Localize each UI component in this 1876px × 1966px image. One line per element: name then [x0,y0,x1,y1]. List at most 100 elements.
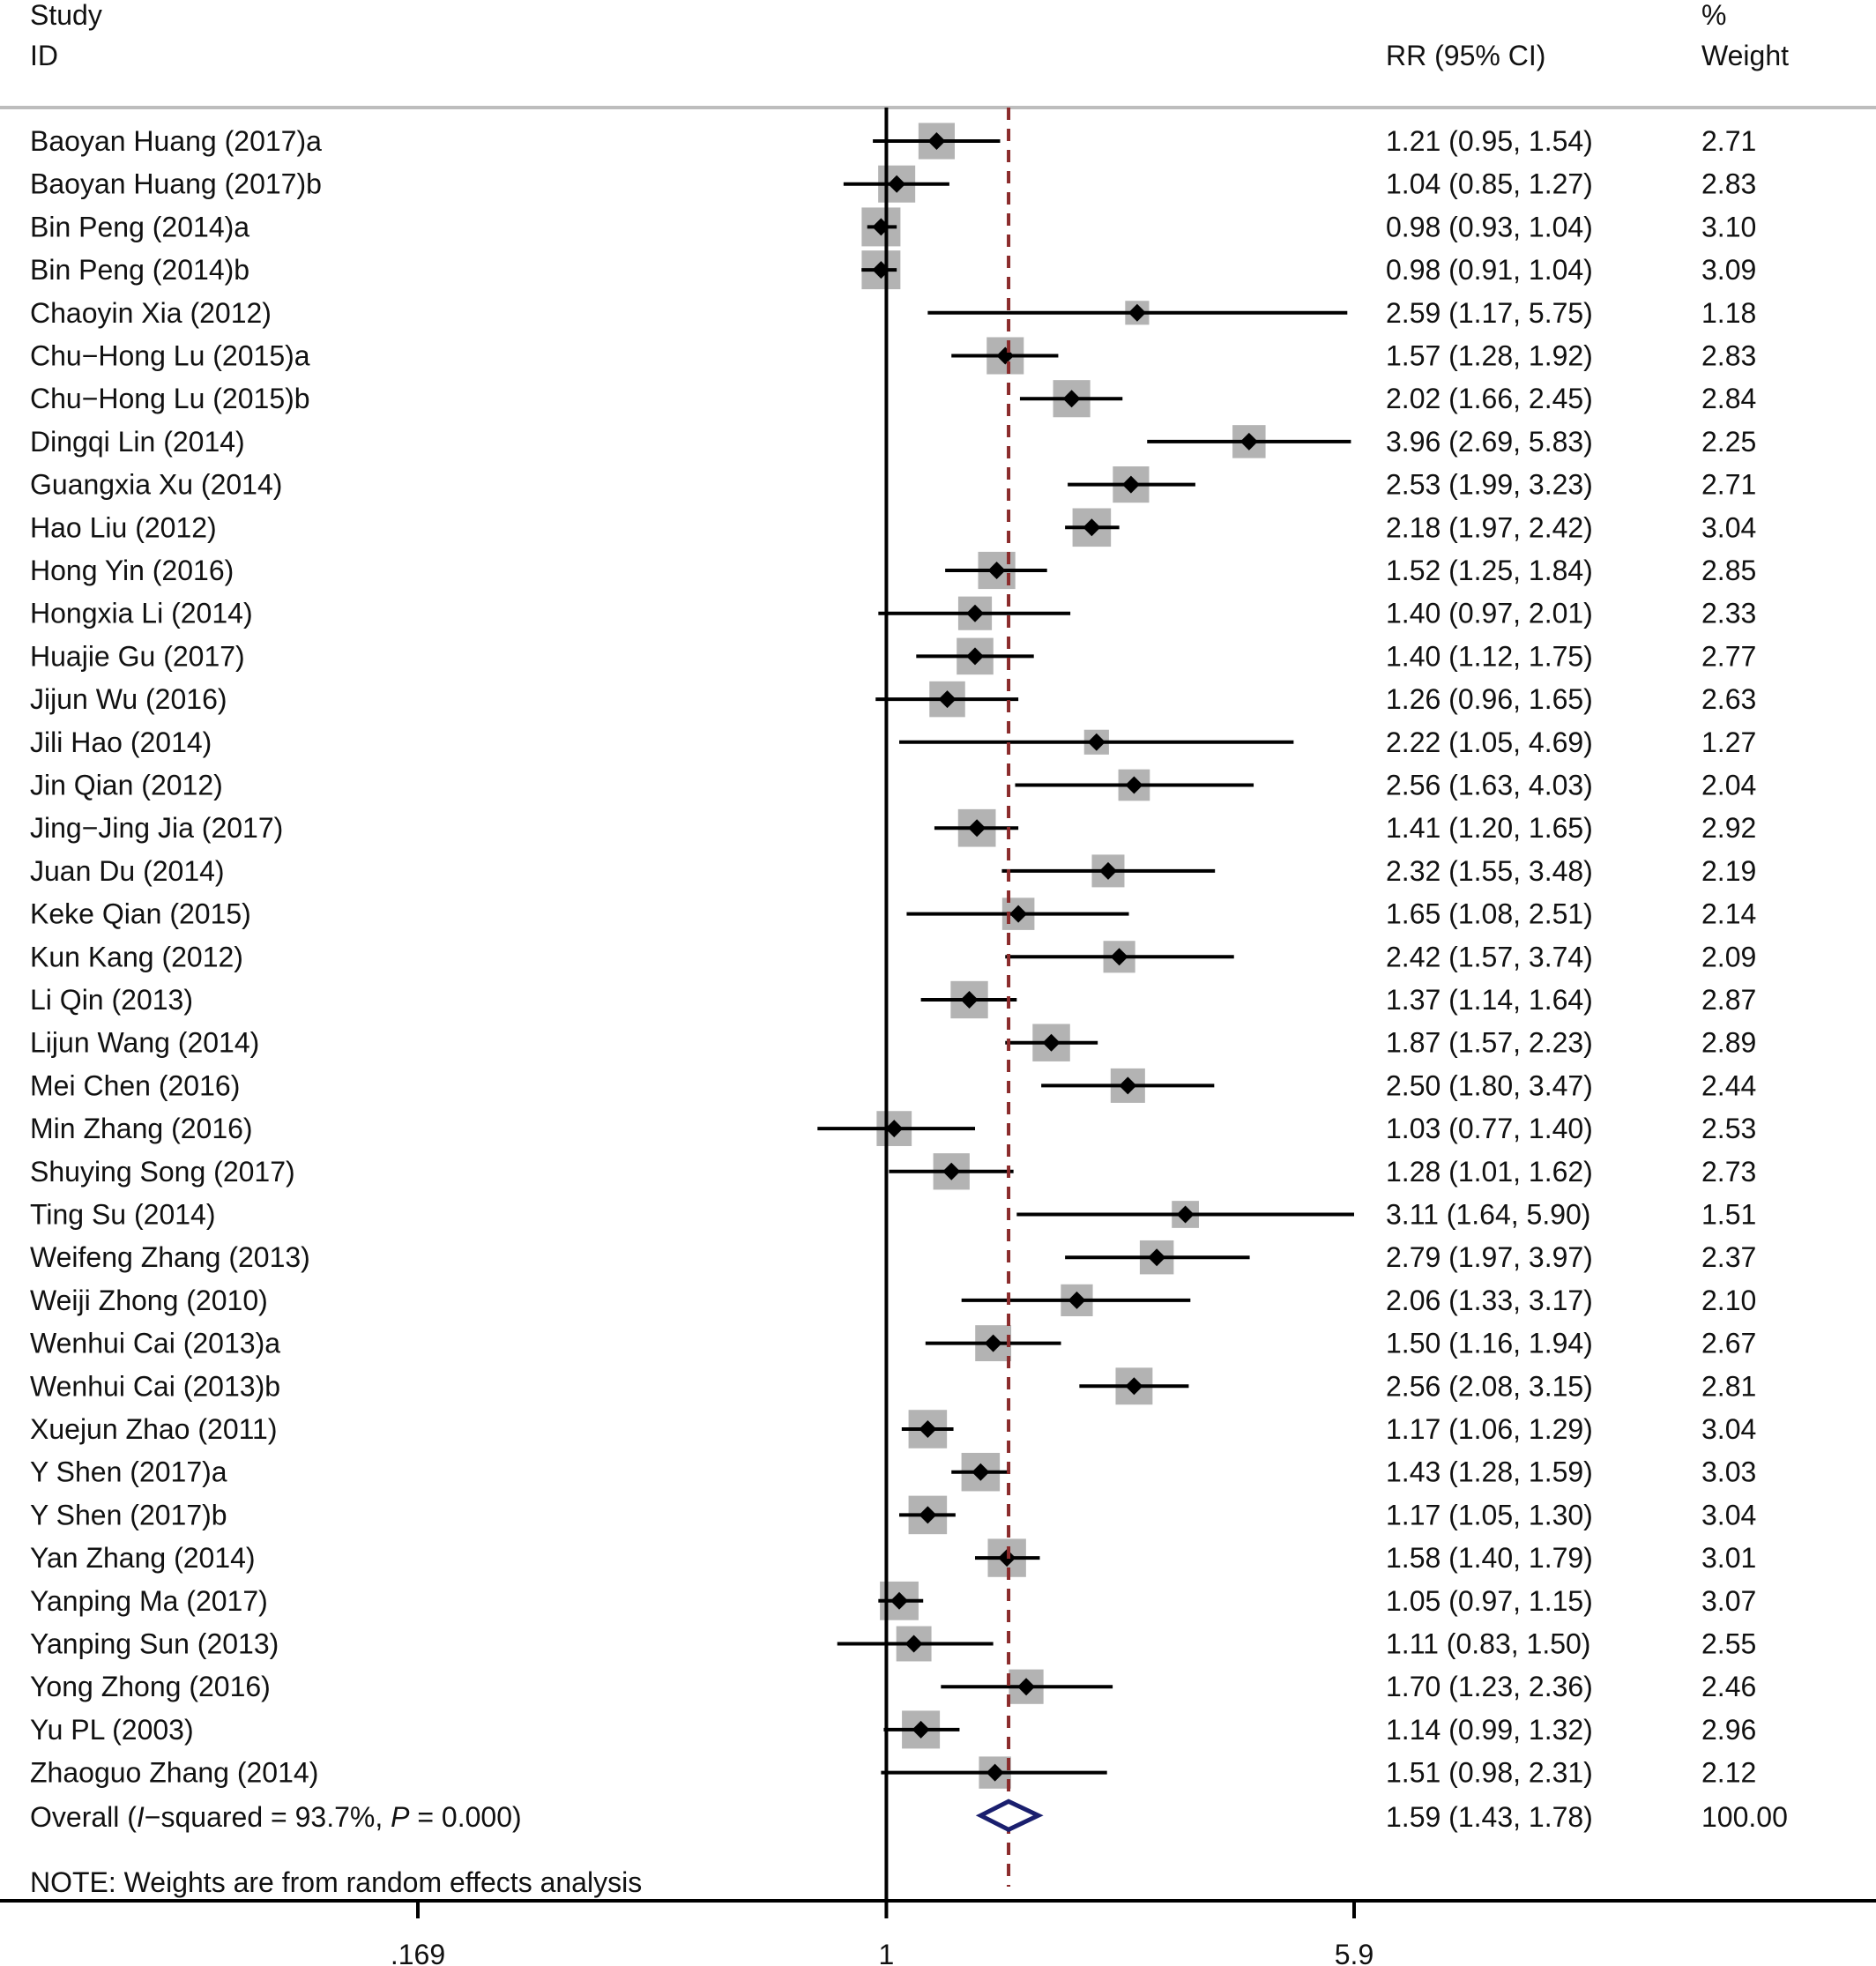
study-weight: 2.92 [1701,812,1756,844]
study-ci-text: 1.03 (0.77, 1.40) [1386,1113,1593,1144]
study-point [966,604,985,622]
x-axis: .169 1 5.9 [391,1901,1374,1966]
study-weight: 2.53 [1701,1113,1756,1144]
overall-label-prefix: Overall ( [30,1801,137,1833]
study-ci-text: 1.37 (1.14, 1.64) [1386,984,1593,1016]
study-weight: 3.10 [1701,211,1756,242]
study-weight: 2.83 [1701,168,1756,200]
study-label: Jing−Jing Jia (2017) [30,812,283,844]
study-weight: 2.37 [1701,1241,1756,1273]
study-point [919,1506,937,1524]
study-ci-text: 0.98 (0.91, 1.04) [1386,254,1593,286]
study-ci-text: 1.21 (0.95, 1.54) [1386,125,1593,157]
study-weight: 3.04 [1701,1499,1756,1530]
study-weight: 2.46 [1701,1671,1756,1702]
study-label: Jin Qian (2012) [30,770,223,801]
study-point [987,562,1006,579]
study-point [927,132,946,150]
study-weight: 2.55 [1701,1628,1756,1660]
study-ci-text: 1.70 (1.23, 2.36) [1386,1671,1593,1702]
study-label: Chu−Hong Lu (2015)b [30,383,310,414]
study-point [1062,390,1081,408]
forest-marks: Baoyan Huang (2017)a 1.21 (0.95, 1.54) 2.7… [30,108,1756,1901]
x-tick-label: 1 [879,1939,895,1966]
study-label: Kun Kang (2012) [30,941,243,972]
study-point [986,1763,1004,1782]
study-label: Yanping Ma (2017) [30,1585,268,1617]
study-weight: 2.96 [1701,1714,1756,1746]
study-ci-text: 1.28 (1.01, 1.62) [1386,1156,1593,1188]
study-ci-text: 1.11 (0.83, 1.50) [1386,1628,1590,1660]
study-label: Jijun Wu (2016) [30,683,227,715]
weights-note: NOTE: Weights are from random effects an… [30,1866,642,1898]
study-ci-text: 1.41 (1.20, 1.65) [1386,812,1593,844]
overall-weight: 100.00 [1701,1801,1788,1833]
study-point [1128,303,1146,322]
study-weight: 3.04 [1701,511,1756,543]
study-weight: 2.12 [1701,1757,1756,1789]
study-label: Li Qin (2013) [30,984,193,1016]
study-label: Chu−Hong Lu (2015)a [30,340,310,372]
study-weight: 2.84 [1701,383,1756,414]
study-label: Wenhui Cai (2013)a [30,1328,280,1359]
header-study: Study [30,0,102,31]
overall-diamond [975,1798,1044,1833]
study-weight: 2.19 [1701,855,1756,887]
study-label: Ting Su (2014) [30,1199,215,1231]
study-label: Min Zhang (2016) [30,1113,253,1144]
header-id: ID [30,40,58,71]
study-weight: 2.71 [1701,469,1756,501]
study-label: Mei Chen (2016) [30,1069,240,1101]
overall-i-symbol: I [137,1801,145,1833]
study-label: Lijun Wang (2014) [30,1027,259,1059]
study-label: Hong Yin (2016) [30,555,234,586]
study-label: Zhaoguo Zhang (2014) [30,1757,318,1789]
study-point [1017,1678,1036,1696]
overall-ci-text: 1.59 (1.43, 1.78) [1386,1801,1593,1833]
study-label: Y Shen (2017)a [30,1456,227,1488]
study-label: Huajie Gu (2017) [30,640,245,672]
study-point [966,647,985,666]
study-label: Baoyan Huang (2017)b [30,168,322,200]
study-weight: 3.04 [1701,1413,1756,1445]
study-ci-text: 1.26 (0.96, 1.65) [1386,683,1593,715]
study-ci-text: 1.40 (0.97, 2.01) [1386,598,1593,629]
study-weight: 3.07 [1701,1585,1756,1617]
study-point [968,819,986,838]
study-label: Yanping Sun (2013) [30,1628,279,1660]
study-label: Hao Liu (2012) [30,511,217,543]
study-label: Yu PL (2003) [30,1714,194,1746]
study-point [942,1162,961,1180]
study-weight: 2.71 [1701,125,1756,157]
study-point [904,1635,923,1653]
study-ci-text: 1.58 (1.40, 1.79) [1386,1542,1593,1574]
study-label: Hongxia Li (2014) [30,598,253,629]
study-point [1121,475,1140,494]
study-weight: 3.01 [1701,1542,1756,1574]
study-weight: 2.77 [1701,640,1756,672]
study-ci-text: 3.96 (2.69, 5.83) [1386,426,1593,458]
study-weight: 3.09 [1701,254,1756,286]
study-weight: 2.09 [1701,941,1756,972]
study-ci-text: 1.04 (0.85, 1.27) [1386,168,1593,200]
study-point [1125,1377,1143,1396]
study-point [885,1120,904,1138]
study-ci-text: 2.59 (1.17, 5.75) [1386,297,1593,329]
study-point [1148,1248,1166,1267]
study-point [1068,1291,1086,1309]
study-weight: 3.03 [1701,1456,1756,1488]
study-label: Yan Zhang (2014) [30,1542,256,1574]
study-point [1087,733,1106,751]
study-point [938,690,957,709]
study-point [1098,861,1117,880]
study-label: Guangxia Xu (2014) [30,469,282,501]
study-ci-text: 1.05 (0.97, 1.15) [1386,1585,1593,1617]
study-ci-text: 1.52 (1.25, 1.84) [1386,555,1593,586]
study-label: Yong Zhong (2016) [30,1671,271,1702]
study-ci-text: 1.14 (0.99, 1.32) [1386,1714,1593,1746]
study-weight: 2.87 [1701,984,1756,1016]
study-weight: 2.10 [1701,1285,1756,1316]
study-point [890,1591,909,1610]
study-point [888,175,906,193]
